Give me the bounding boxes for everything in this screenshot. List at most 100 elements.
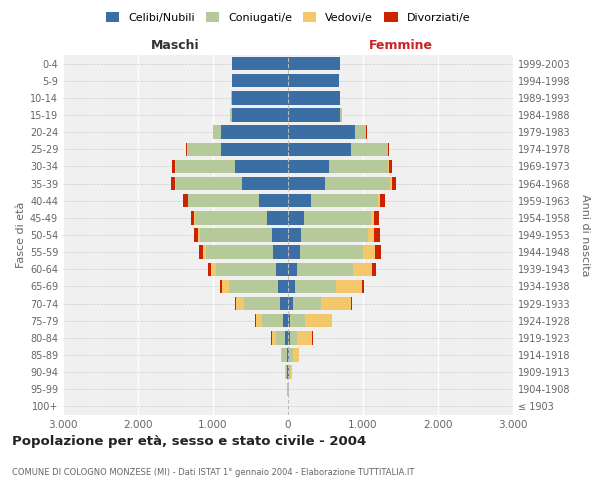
Bar [288, 142, 351, 156]
Bar [325, 177, 391, 190]
Bar [285, 366, 286, 379]
Text: COMUNE DI COLOGNO MONZESE (MI) - Dati ISTAT 1° gennaio 2004 - Elaborazione TUTTI: COMUNE DI COLOGNO MONZESE (MI) - Dati IS… [12, 468, 415, 477]
Bar [301, 228, 368, 241]
Bar [305, 314, 331, 328]
Bar [176, 177, 242, 190]
Bar [288, 126, 355, 139]
Y-axis label: Fasce di età: Fasce di età [16, 202, 26, 268]
Bar [194, 228, 198, 241]
Bar [203, 246, 206, 259]
Bar [214, 126, 221, 139]
Bar [188, 194, 259, 207]
Bar [232, 91, 288, 104]
Bar [266, 211, 288, 224]
Bar [288, 331, 290, 344]
Bar [221, 142, 288, 156]
Text: Femmine: Femmine [368, 38, 433, 52]
Bar [364, 246, 375, 259]
Bar [184, 194, 188, 207]
Bar [235, 160, 288, 173]
Bar [271, 331, 275, 344]
Bar [362, 280, 364, 293]
Bar [288, 194, 311, 207]
Bar [300, 246, 364, 259]
Bar [172, 160, 175, 173]
Bar [320, 297, 351, 310]
Bar [368, 228, 374, 241]
Bar [289, 348, 293, 362]
Bar [171, 177, 175, 190]
Bar [288, 314, 290, 328]
Bar [232, 57, 288, 70]
Bar [351, 142, 388, 156]
Legend: Celibi/Nubili, Coniugati/e, Vedovi/e, Divorziati/e: Celibi/Nubili, Coniugati/e, Vedovi/e, Di… [101, 8, 475, 28]
Bar [329, 160, 388, 173]
Bar [187, 142, 221, 156]
Bar [220, 280, 223, 293]
Bar [297, 262, 353, 276]
Bar [351, 297, 352, 310]
Bar [286, 331, 288, 344]
Bar [288, 57, 340, 70]
Bar [311, 194, 378, 207]
Bar [275, 331, 286, 344]
Bar [283, 348, 287, 362]
Bar [392, 177, 396, 190]
Bar [271, 228, 288, 241]
Bar [372, 262, 376, 276]
Bar [380, 194, 385, 207]
Bar [288, 348, 289, 362]
Bar [297, 331, 312, 344]
Bar [340, 108, 342, 122]
Bar [198, 228, 199, 241]
Bar [244, 297, 280, 310]
Bar [280, 297, 288, 310]
Bar [374, 211, 379, 224]
Bar [374, 228, 380, 241]
Bar [288, 228, 301, 241]
Bar [288, 246, 300, 259]
Bar [290, 314, 305, 328]
Bar [256, 314, 262, 328]
Bar [199, 246, 203, 259]
Bar [254, 314, 256, 328]
Bar [206, 246, 274, 259]
Bar [196, 211, 266, 224]
Bar [288, 108, 340, 122]
Bar [211, 262, 216, 276]
Bar [231, 91, 232, 104]
Bar [242, 177, 288, 190]
Bar [288, 177, 325, 190]
Bar [281, 348, 283, 362]
Bar [288, 297, 293, 310]
Bar [277, 280, 288, 293]
Bar [331, 314, 332, 328]
Bar [288, 160, 329, 173]
Bar [191, 211, 194, 224]
Bar [304, 211, 371, 224]
Bar [259, 194, 288, 207]
Bar [288, 74, 338, 88]
Bar [378, 194, 380, 207]
Bar [287, 366, 288, 379]
Bar [283, 314, 288, 328]
Bar [199, 228, 271, 241]
Bar [293, 297, 320, 310]
Bar [286, 366, 287, 379]
Text: Maschi: Maschi [151, 38, 200, 52]
Bar [290, 331, 297, 344]
Bar [229, 280, 277, 293]
Bar [216, 262, 276, 276]
Bar [194, 211, 196, 224]
Bar [293, 348, 299, 362]
Bar [176, 160, 235, 173]
Bar [230, 108, 232, 122]
Bar [290, 366, 292, 379]
Bar [295, 280, 335, 293]
Bar [353, 262, 372, 276]
Bar [236, 297, 244, 310]
Bar [371, 211, 374, 224]
Bar [391, 177, 392, 190]
Bar [223, 280, 229, 293]
Bar [232, 108, 288, 122]
